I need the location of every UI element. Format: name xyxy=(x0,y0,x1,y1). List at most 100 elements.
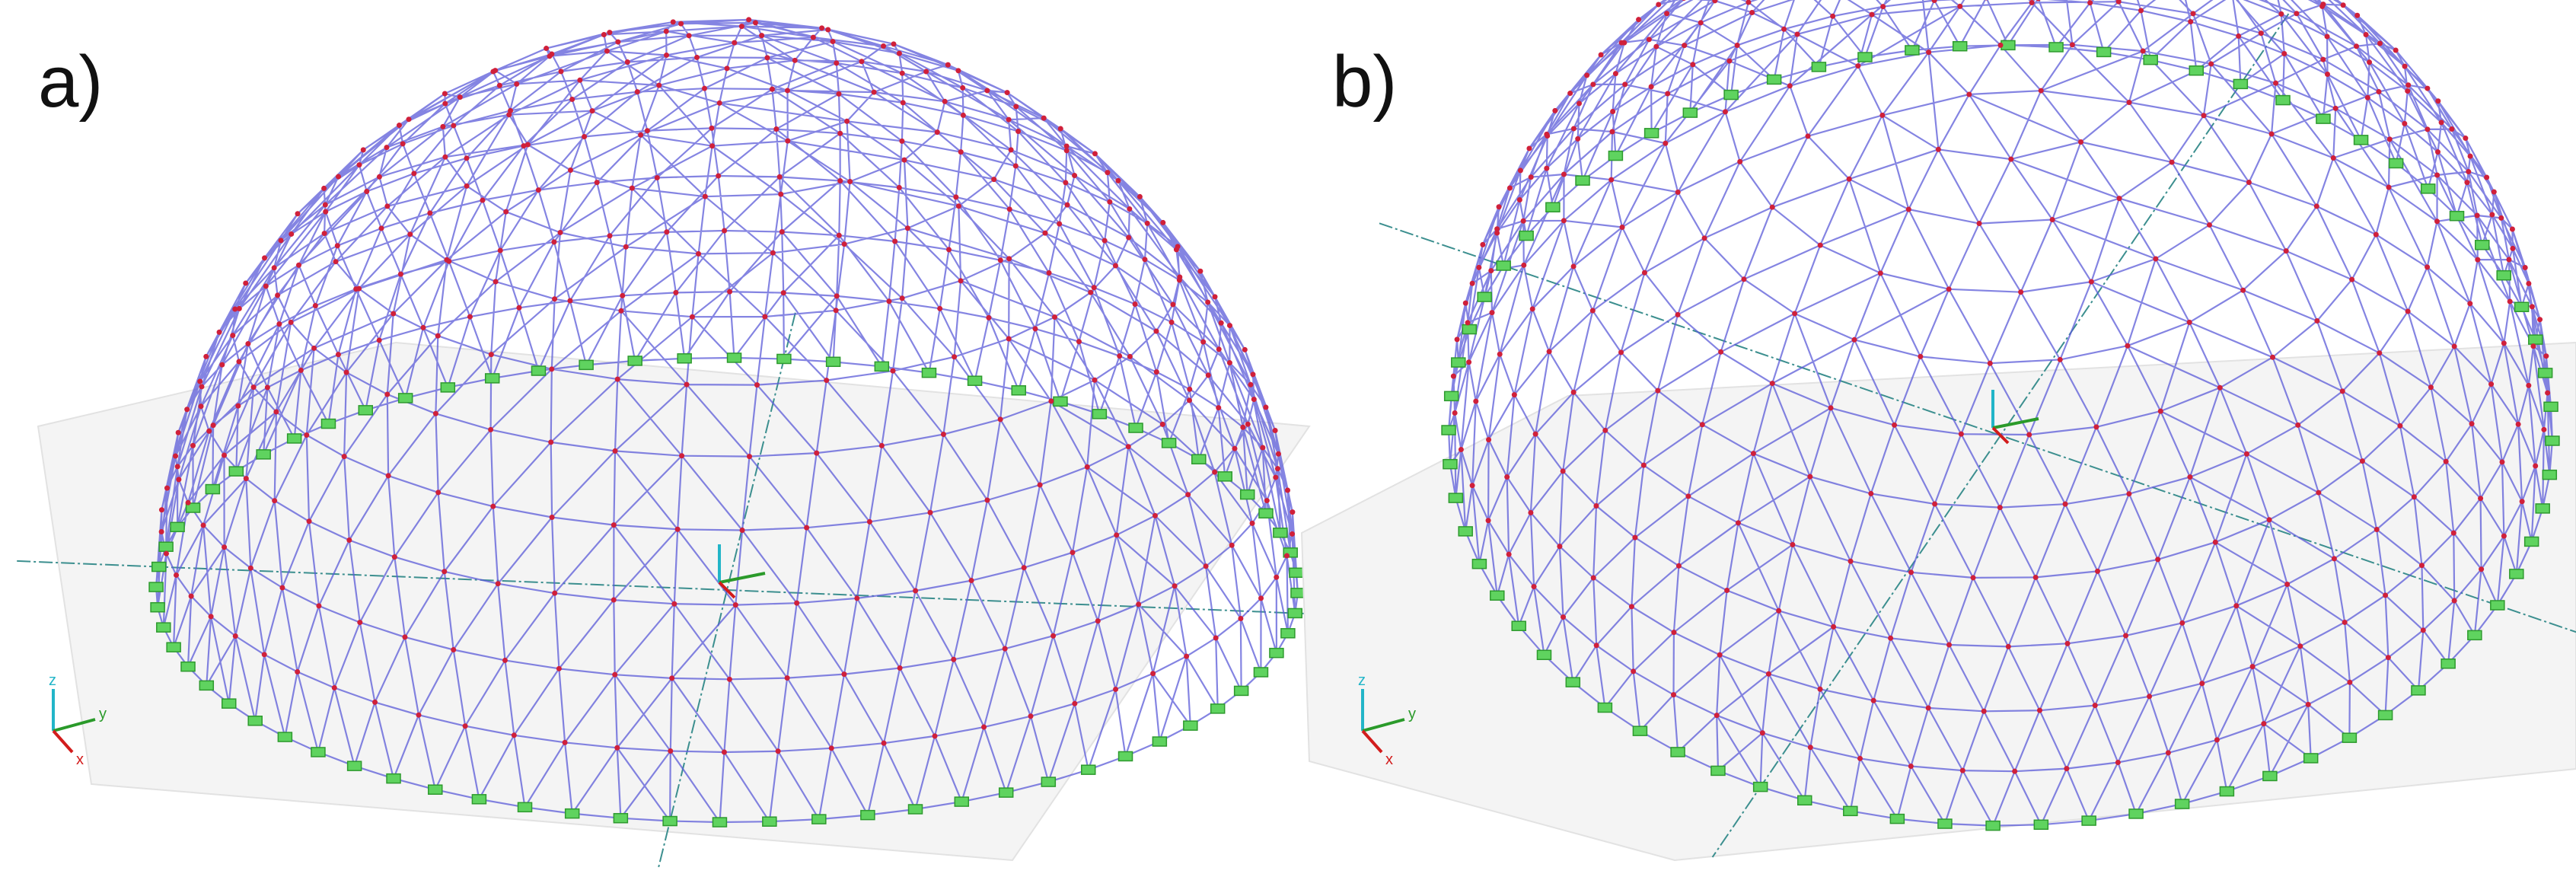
node xyxy=(1212,469,1218,475)
node xyxy=(2364,94,2370,100)
node xyxy=(1006,256,1012,262)
node xyxy=(1609,129,1615,135)
node xyxy=(2405,82,2412,88)
node xyxy=(275,292,281,298)
node xyxy=(219,362,225,368)
support xyxy=(1183,720,1198,731)
node xyxy=(2049,217,2055,223)
support xyxy=(2542,469,2558,480)
node xyxy=(1932,501,1938,507)
node xyxy=(1675,189,1681,195)
node xyxy=(836,232,842,238)
node xyxy=(296,262,302,268)
node xyxy=(298,367,304,373)
node xyxy=(1072,700,1078,706)
node xyxy=(2266,517,2272,523)
node xyxy=(2036,0,2041,2)
node xyxy=(245,341,251,347)
node xyxy=(968,578,974,584)
node xyxy=(1004,90,1010,96)
panel-label: a) xyxy=(38,41,103,123)
node xyxy=(2418,563,2425,569)
support xyxy=(484,373,500,384)
node xyxy=(669,675,675,681)
support xyxy=(1811,62,1827,72)
support xyxy=(2514,301,2530,313)
node xyxy=(420,324,426,330)
node xyxy=(2125,343,2131,349)
node xyxy=(1041,115,1047,121)
node xyxy=(841,671,847,678)
node xyxy=(1517,167,1523,174)
triad-y xyxy=(719,572,766,584)
node xyxy=(2214,737,2220,743)
node xyxy=(1248,381,1254,387)
node xyxy=(960,112,966,118)
node xyxy=(934,129,940,136)
node xyxy=(1168,319,1175,325)
node xyxy=(464,183,470,189)
node xyxy=(1142,257,1148,263)
node xyxy=(1283,553,1290,559)
node xyxy=(2438,120,2444,126)
node xyxy=(2147,694,2153,700)
node xyxy=(2434,218,2441,225)
node xyxy=(1153,369,1159,375)
node xyxy=(945,62,951,68)
support xyxy=(921,367,937,378)
node xyxy=(331,684,337,690)
node xyxy=(1790,541,1796,547)
node xyxy=(1113,686,1119,692)
node xyxy=(1794,31,1800,37)
node xyxy=(1159,421,1165,427)
node xyxy=(2029,0,2035,5)
node xyxy=(1976,221,1982,227)
node xyxy=(462,723,468,729)
node xyxy=(1712,0,1718,4)
node xyxy=(2428,384,2434,391)
node xyxy=(175,429,181,435)
node xyxy=(2153,256,2159,262)
node xyxy=(953,194,959,200)
node xyxy=(2402,63,2408,69)
node xyxy=(1258,595,1264,601)
support xyxy=(1889,813,1905,824)
node xyxy=(664,52,670,58)
node xyxy=(2499,459,2505,465)
support xyxy=(1682,107,1698,118)
node xyxy=(696,250,702,257)
node xyxy=(1450,373,1456,379)
support xyxy=(386,773,401,784)
node xyxy=(2393,47,2399,53)
node xyxy=(638,132,644,138)
node xyxy=(356,162,362,168)
node xyxy=(1117,353,1123,359)
node xyxy=(1170,301,1176,308)
node xyxy=(732,602,738,608)
node xyxy=(2373,231,2379,238)
support xyxy=(2001,40,2016,51)
support xyxy=(1273,528,1288,538)
node xyxy=(1249,520,1255,526)
axis-label: x xyxy=(76,751,84,768)
node xyxy=(164,485,171,491)
node xyxy=(1263,404,1269,410)
node xyxy=(496,82,502,88)
node xyxy=(2491,189,2497,195)
support xyxy=(811,814,827,824)
node xyxy=(341,454,347,460)
support xyxy=(517,802,533,813)
node xyxy=(235,403,241,409)
node xyxy=(2126,100,2132,106)
node xyxy=(837,130,843,136)
node xyxy=(1817,242,1823,248)
node xyxy=(769,86,775,92)
node xyxy=(1264,498,1270,504)
node xyxy=(2069,42,2075,48)
support xyxy=(2543,401,2558,413)
node xyxy=(442,100,448,107)
node xyxy=(1232,445,1238,451)
node xyxy=(1570,126,1577,132)
node xyxy=(1184,653,1190,659)
node xyxy=(784,675,790,681)
